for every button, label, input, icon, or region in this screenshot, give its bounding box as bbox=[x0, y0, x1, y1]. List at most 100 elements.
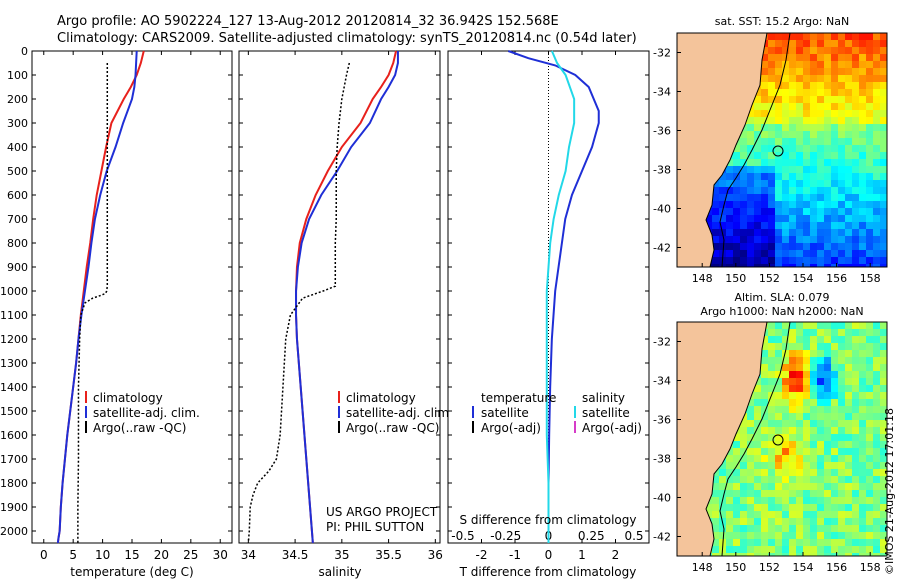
heatmap-cell bbox=[845, 68, 852, 75]
heatmap-cell bbox=[873, 322, 880, 329]
heatmap-cell bbox=[782, 525, 789, 532]
heatmap-cell bbox=[796, 406, 803, 413]
heatmap-cell bbox=[880, 271, 887, 278]
heatmap-cell bbox=[740, 229, 747, 236]
heatmap-cell bbox=[873, 462, 880, 469]
heatmap-cell bbox=[824, 427, 831, 434]
heatmap-cell bbox=[789, 455, 796, 462]
heatmap-cell bbox=[817, 378, 824, 385]
heatmap-cell bbox=[866, 61, 873, 68]
heatmap-cell bbox=[817, 336, 824, 343]
heatmap-cell bbox=[880, 462, 887, 469]
heatmap-cell bbox=[880, 166, 887, 173]
heatmap-cell bbox=[768, 539, 775, 546]
heatmap-cell bbox=[782, 152, 789, 159]
map-x-tick-label: 152 bbox=[759, 561, 780, 574]
heatmap-cell bbox=[838, 215, 845, 222]
heatmap-cell bbox=[782, 518, 789, 525]
heatmap-cell bbox=[866, 215, 873, 222]
heatmap-cell bbox=[796, 357, 803, 364]
heatmap-cell bbox=[747, 518, 754, 525]
heatmap-cell bbox=[845, 103, 852, 110]
heatmap-cell bbox=[880, 40, 887, 47]
heatmap-cell bbox=[810, 546, 817, 553]
map-y-tick-label: -40 bbox=[653, 492, 671, 505]
heatmap-cell bbox=[754, 166, 761, 173]
heatmap-cell bbox=[866, 532, 873, 539]
heatmap-cell bbox=[845, 322, 852, 329]
heatmap-cell bbox=[817, 271, 824, 278]
heatmap-cell bbox=[873, 511, 880, 518]
heatmap-cell bbox=[859, 75, 866, 82]
heatmap-cell bbox=[782, 406, 789, 413]
x-tick-label: 10 bbox=[95, 548, 110, 562]
heatmap-cell bbox=[803, 40, 810, 47]
heatmap-cell bbox=[782, 68, 789, 75]
heatmap-cell bbox=[782, 511, 789, 518]
heatmap-cell bbox=[775, 539, 782, 546]
heatmap-cell bbox=[824, 413, 831, 420]
heatmap-cell bbox=[873, 413, 880, 420]
heatmap-cell bbox=[859, 427, 866, 434]
heatmap-cell bbox=[761, 546, 768, 553]
heatmap-cell bbox=[859, 357, 866, 364]
sst-map-axes: 148 150 152 154 156 158-32-34-36-38-40-42 bbox=[653, 47, 881, 286]
heatmap-cell bbox=[775, 166, 782, 173]
heatmap-cell bbox=[880, 525, 887, 532]
heatmap-cell bbox=[768, 96, 775, 103]
heatmap-cell bbox=[761, 103, 768, 110]
heatmap-cell bbox=[768, 399, 775, 406]
heatmap-cell bbox=[789, 364, 796, 371]
y-tick-label: 500 bbox=[7, 165, 28, 178]
heatmap-cell bbox=[831, 145, 838, 152]
heatmap-cell bbox=[761, 236, 768, 243]
heatmap-cell bbox=[768, 490, 775, 497]
heatmap-cell bbox=[838, 173, 845, 180]
heatmap-cell bbox=[852, 357, 859, 364]
heatmap-cell bbox=[831, 420, 838, 427]
heatmap-cell bbox=[761, 243, 768, 250]
heatmap-cell bbox=[782, 420, 789, 427]
heatmap-cell bbox=[817, 350, 824, 357]
heatmap-cell bbox=[838, 89, 845, 96]
heatmap-cell bbox=[789, 40, 796, 47]
heatmap-cell bbox=[789, 117, 796, 124]
heatmap-cell bbox=[754, 201, 761, 208]
heatmap-cell bbox=[726, 236, 733, 243]
heatmap-cell bbox=[803, 343, 810, 350]
heatmap-cell bbox=[873, 110, 880, 117]
heatmap-cell bbox=[733, 539, 740, 546]
heatmap-cell bbox=[880, 201, 887, 208]
heatmap-cell bbox=[810, 392, 817, 399]
heatmap-cell bbox=[761, 385, 768, 392]
heatmap-cell bbox=[796, 399, 803, 406]
y-tick-label: 600 bbox=[7, 189, 28, 202]
sla-map: Altim. SLA: 0.079 Argo h1000: NaN h2000:… bbox=[653, 291, 888, 574]
heatmap-cell bbox=[859, 343, 866, 350]
heatmap-cell bbox=[796, 208, 803, 215]
heatmap-cell bbox=[880, 124, 887, 131]
heatmap-cell bbox=[817, 532, 824, 539]
heatmap-cell bbox=[782, 490, 789, 497]
heatmap-cell bbox=[754, 427, 761, 434]
heatmap-cell bbox=[831, 264, 838, 267]
heatmap-cell bbox=[726, 462, 733, 469]
heatmap-cell bbox=[831, 371, 838, 378]
heatmap-cell bbox=[733, 448, 740, 455]
heatmap-cell bbox=[880, 222, 887, 229]
heatmap-cell bbox=[838, 504, 845, 511]
heatmap-cell bbox=[810, 462, 817, 469]
heatmap-cell bbox=[852, 124, 859, 131]
heatmap-cell bbox=[873, 215, 880, 222]
heatmap-cell bbox=[761, 75, 768, 82]
heatmap-cell bbox=[810, 490, 817, 497]
heatmap-cell bbox=[880, 61, 887, 68]
heatmap-cell bbox=[719, 504, 726, 511]
heatmap-cell bbox=[831, 483, 838, 490]
heatmap-cell bbox=[838, 539, 845, 546]
heatmap-cell bbox=[775, 378, 782, 385]
heatmap-cell bbox=[754, 469, 761, 476]
heatmap-cell bbox=[859, 54, 866, 61]
heatmap-cell bbox=[873, 371, 880, 378]
heatmap-cell bbox=[817, 420, 824, 427]
